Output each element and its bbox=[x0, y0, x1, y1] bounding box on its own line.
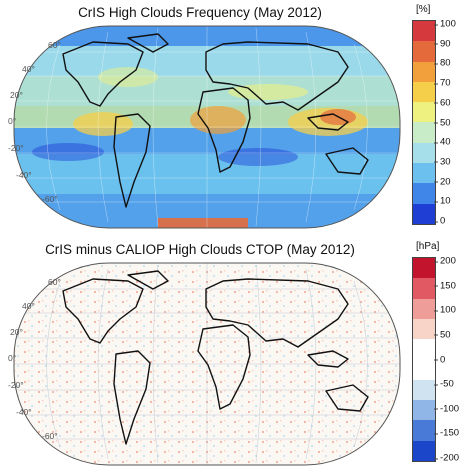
colorbar-segment bbox=[413, 142, 435, 164]
lat-label: -40° bbox=[16, 407, 32, 417]
colorbar-segment bbox=[413, 339, 435, 360]
colorbar-segment bbox=[413, 400, 435, 421]
colorbar-segment bbox=[413, 379, 435, 401]
lat-label: -40° bbox=[16, 170, 32, 180]
colorbar-tick-label: 70 bbox=[434, 77, 451, 89]
lat-label: 0° bbox=[8, 116, 17, 126]
colorbar-tick-label: 0 bbox=[433, 215, 446, 227]
colorbar-segment bbox=[413, 278, 435, 299]
lat-label: -20° bbox=[8, 380, 24, 390]
colorbar-tick-label: 100 bbox=[434, 18, 456, 30]
lat-label: -60° bbox=[42, 431, 58, 441]
cloud-frequency-panel: CrIS High Clouds Frequency (May 2012) bbox=[8, 4, 456, 229]
lat-label: 60° bbox=[48, 40, 61, 50]
cloud-frequency-map bbox=[13, 25, 401, 229]
colorbar-segment bbox=[413, 203, 435, 224]
colorbar-segment bbox=[413, 359, 435, 380]
colorbar-tick-label: 150 bbox=[434, 280, 456, 292]
ctop-difference-panel: CrIS minus CALIOP High Clouds CTOP (May … bbox=[0, 237, 474, 474]
colorbar-tick-label: 50 bbox=[434, 329, 451, 341]
colorbar-tick-label: -200 bbox=[433, 452, 460, 464]
colorbar-segment bbox=[413, 183, 435, 204]
colorbar-tick-label: 50 bbox=[434, 117, 451, 128]
colorbar-tick-label: 20 bbox=[434, 176, 451, 188]
colorbar-tick-label: 90 bbox=[434, 38, 451, 50]
panel-title: CrIS High Clouds Frequency (May 2012) bbox=[78, 5, 322, 20]
lat-label: 40° bbox=[22, 301, 35, 311]
coastlines bbox=[62, 33, 369, 208]
colorbar-segment bbox=[413, 41, 435, 62]
lat-label: -20° bbox=[8, 143, 24, 153]
panel-title: CrIS minus CALIOP High Clouds CTOP (May … bbox=[45, 242, 355, 257]
colorbar-segment bbox=[413, 21, 435, 42]
lat-label: -60° bbox=[42, 194, 58, 204]
colorbar-tick-label: -50 bbox=[434, 378, 454, 390]
colorbar-tick-label: 200 bbox=[434, 255, 456, 267]
colorbar-segment bbox=[413, 61, 435, 82]
colorbar bbox=[412, 257, 436, 462]
ctop-difference-map bbox=[13, 262, 401, 466]
colorbar-segment bbox=[413, 298, 435, 319]
colorbar-segment bbox=[413, 420, 435, 441]
colorbar-segment bbox=[413, 102, 435, 123]
colorbar-tick-label: -100 bbox=[433, 403, 460, 415]
colorbar-tick-label: 80 bbox=[434, 57, 451, 69]
colorbar-segment bbox=[413, 318, 435, 340]
coastlines bbox=[62, 270, 369, 445]
colorbar-segment bbox=[413, 440, 435, 461]
colorbar-tick-label: 100 bbox=[434, 304, 456, 316]
lat-label: 20° bbox=[10, 327, 23, 337]
lat-label: 20° bbox=[10, 90, 23, 100]
colorbar-segment bbox=[413, 81, 435, 103]
lat-label: 40° bbox=[22, 64, 35, 74]
colorbar-tick-label: 40 bbox=[434, 136, 451, 148]
colorbar-tick-label: -150 bbox=[433, 427, 460, 439]
colorbar-tick-label: 60 bbox=[434, 97, 451, 109]
lat-label: 60° bbox=[48, 277, 61, 287]
colorbar-tick-label: 10 bbox=[434, 195, 451, 207]
colorbar-unit: [hPa] bbox=[416, 241, 440, 252]
colorbar-segment bbox=[413, 163, 435, 184]
lat-label: 0° bbox=[8, 353, 17, 363]
colorbar-segment bbox=[413, 258, 435, 279]
colorbar bbox=[412, 20, 436, 225]
colorbar-segment bbox=[413, 122, 435, 143]
colorbar-unit: [%] bbox=[416, 4, 431, 15]
colorbar-tick-label: 0 bbox=[433, 354, 446, 365]
colorbar-tick-label: 30 bbox=[434, 156, 451, 168]
